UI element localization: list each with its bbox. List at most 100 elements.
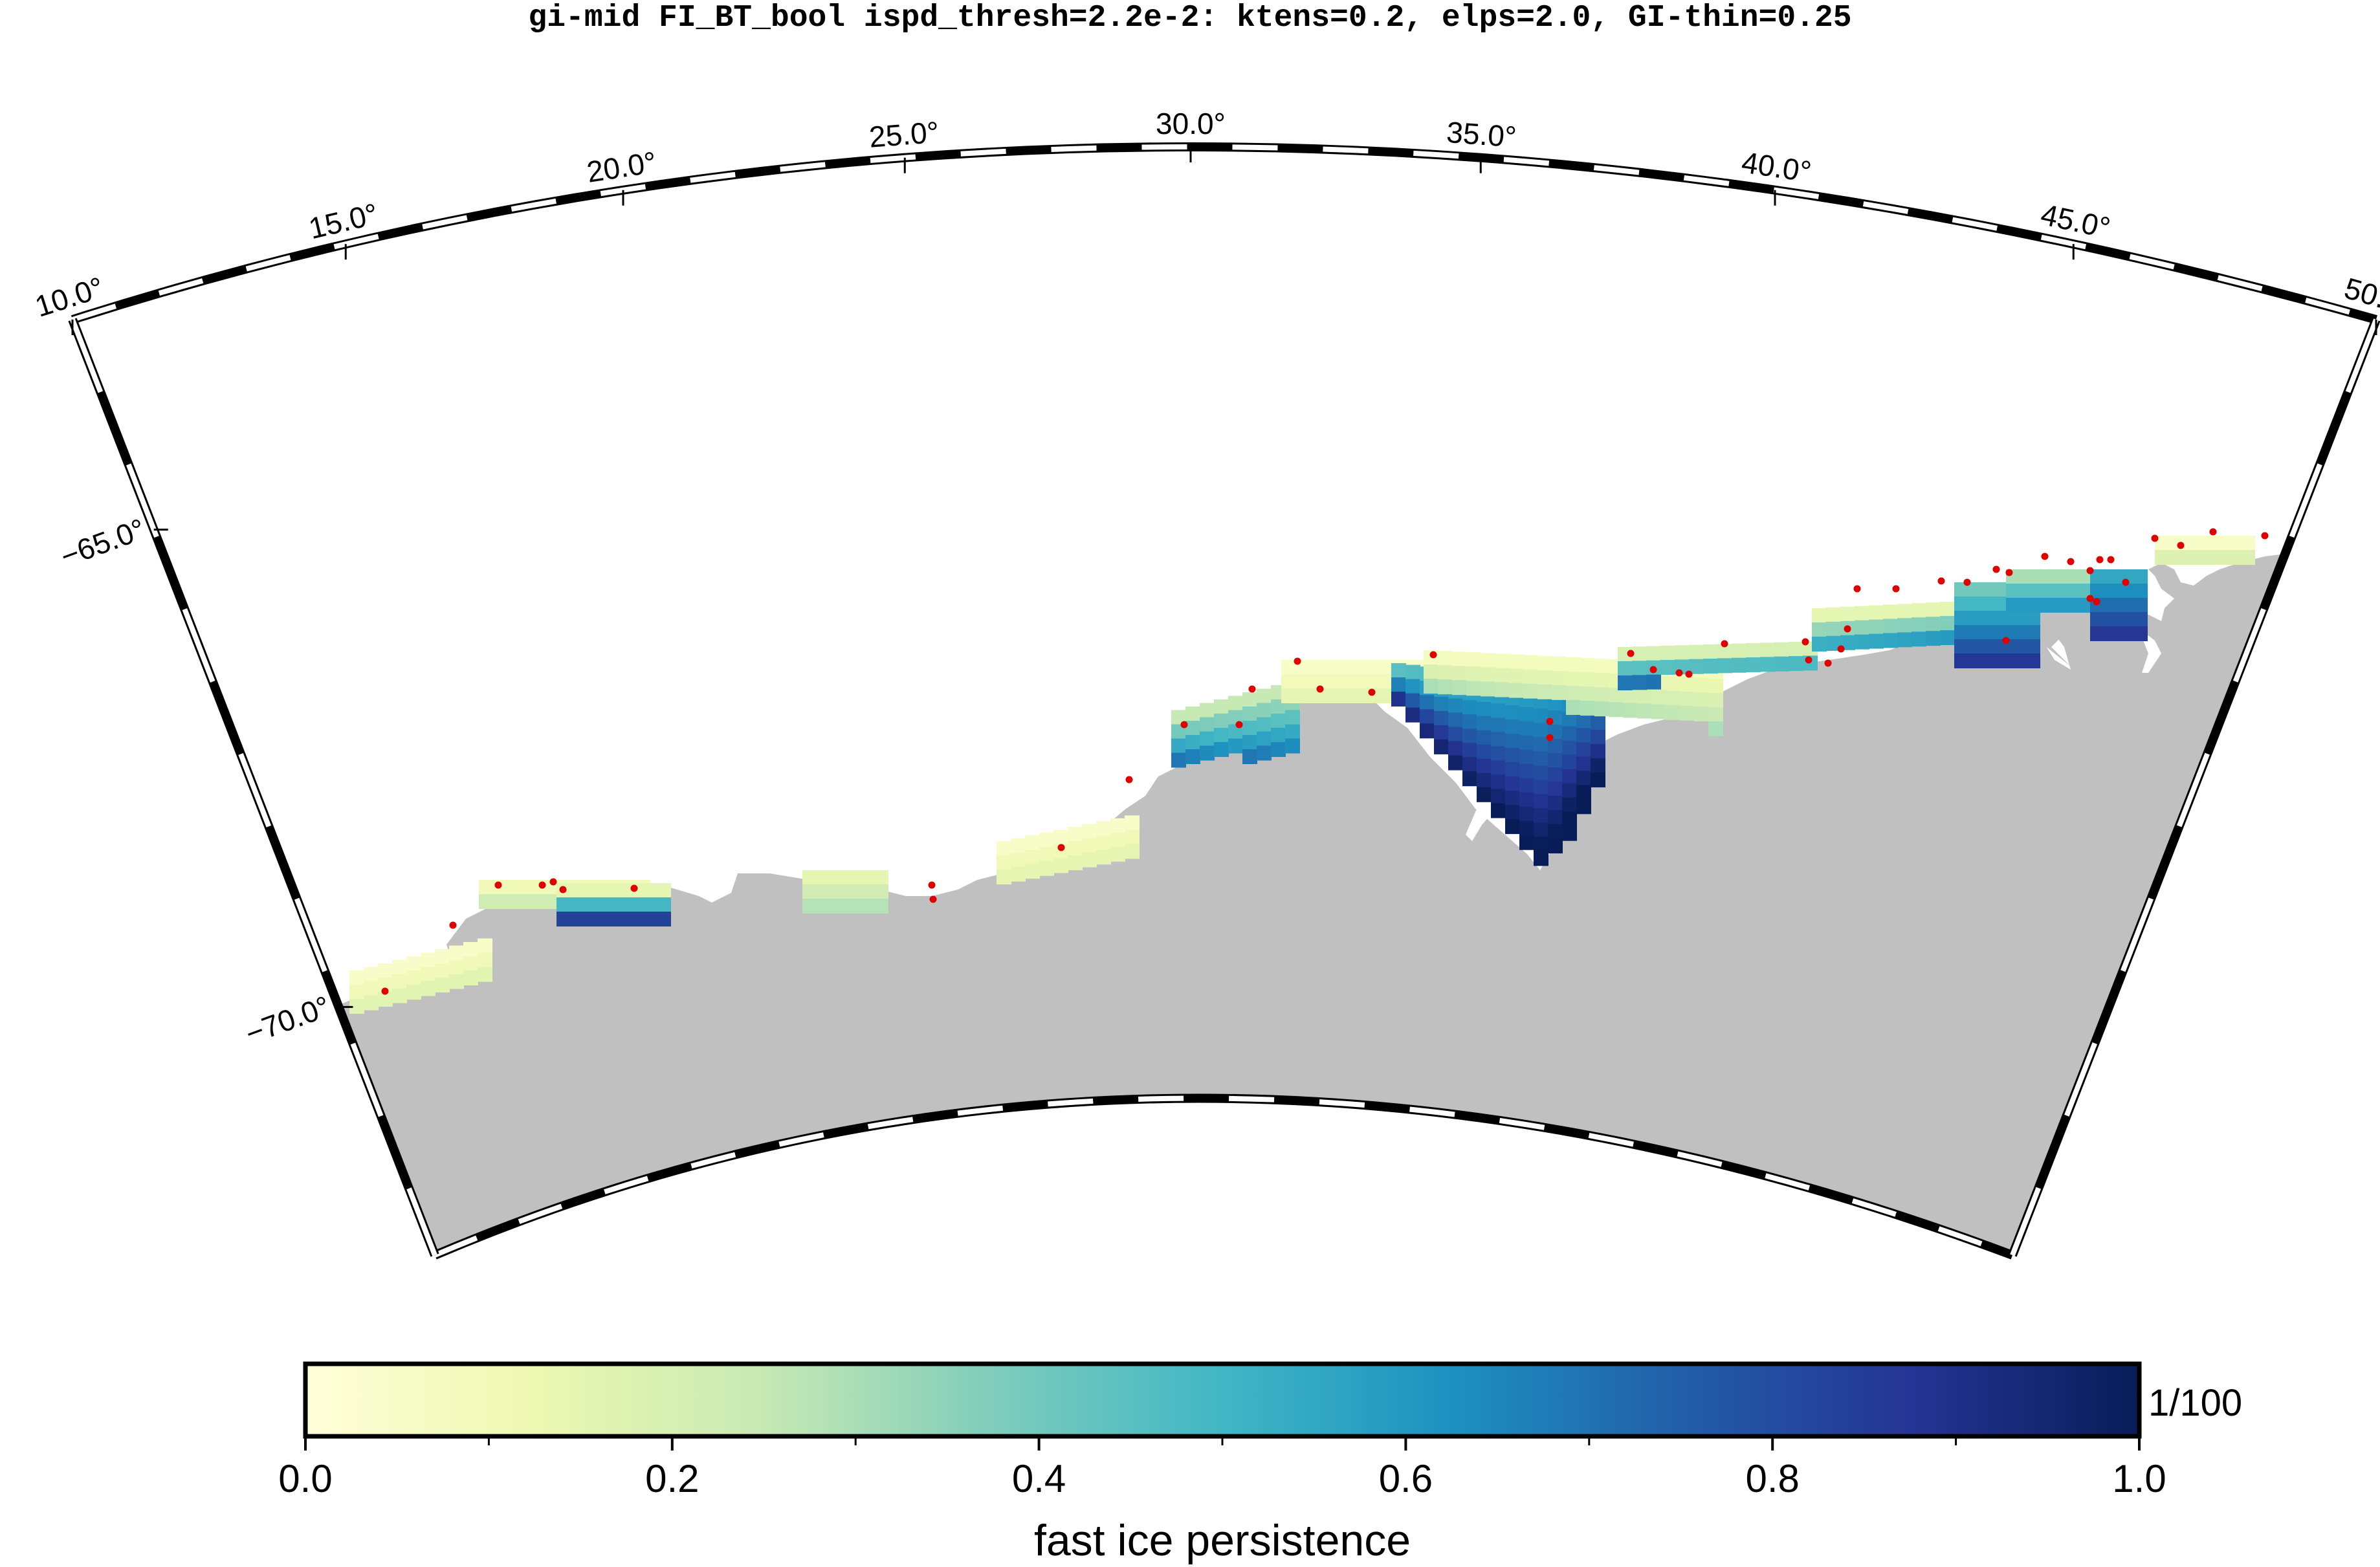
ice-cell [478, 938, 492, 954]
ice-cell [1495, 682, 1510, 697]
ice-cell [1897, 632, 1912, 648]
ice-cell [1840, 606, 1855, 622]
ice-cell [1746, 657, 1761, 673]
ice-cell [1826, 621, 1841, 637]
ice-cell [571, 883, 586, 898]
ice-cell [1562, 826, 1577, 841]
ice-cell [1912, 617, 1926, 633]
ice-cell [1548, 739, 1563, 754]
ice-cell [1576, 799, 1591, 815]
ice-cell [859, 884, 874, 899]
ice-cell [1534, 794, 1548, 809]
ice-cell [1039, 860, 1054, 876]
ice-cell [1477, 716, 1492, 731]
ice-cell [831, 884, 846, 899]
ice-cell [1214, 699, 1229, 714]
ice-cell [1548, 782, 1563, 797]
ice-cell [1420, 695, 1435, 710]
ice-cell [1534, 737, 1548, 752]
colorbar-tick-label: 0.6 [1379, 1457, 1433, 1500]
longitude-label: 35.0° [1446, 115, 1517, 154]
ice-cell [1897, 604, 1912, 619]
ice-cell [1746, 643, 1761, 659]
ice-cell [2183, 536, 2198, 551]
ice-cell [1110, 832, 1125, 848]
ice-cell [1082, 852, 1097, 868]
ice-cell [2063, 569, 2078, 584]
ice-cell [1594, 701, 1609, 717]
ice-cell [1983, 639, 1998, 654]
ice-cell [1519, 749, 1534, 765]
ice-cell [2133, 598, 2148, 613]
ice-cell [1666, 690, 1680, 706]
ice-cell [1826, 607, 1841, 622]
ice-cell [1452, 666, 1467, 681]
ice-cell [1477, 701, 1492, 717]
ice-cell [1420, 709, 1435, 725]
ice-cell [1025, 849, 1040, 865]
ice-cell [507, 894, 522, 909]
ice-cell [585, 912, 600, 926]
ice-cell [1537, 684, 1552, 699]
ice-cell [1789, 656, 1803, 672]
ice-cell [435, 949, 450, 964]
ice-cell [1519, 763, 1534, 779]
grounded-iceberg-marker [1649, 666, 1657, 674]
ice-cell [1505, 805, 1520, 820]
ice-cell [1271, 714, 1286, 729]
grounded-iceberg-marker [1685, 670, 1693, 678]
ice-cell [1548, 810, 1563, 826]
ice-cell [2011, 639, 2026, 654]
ice-cell [1618, 675, 1633, 690]
ice-cell [859, 899, 874, 914]
ice-cell [2090, 569, 2105, 584]
ice-cell [1997, 611, 2012, 626]
ice-cell [1760, 657, 1775, 672]
grounded-iceberg-marker [1805, 656, 1813, 664]
ice-cell [1367, 660, 1382, 675]
ice-cell [1405, 693, 1420, 708]
ice-cell [1352, 660, 1367, 675]
ice-cell [599, 883, 614, 898]
ice-cell [463, 956, 478, 971]
ice-cell [1703, 644, 1718, 660]
ice-cell [1609, 702, 1624, 718]
ice-cell [2011, 653, 2026, 668]
ice-cell [1576, 742, 1591, 758]
ice-cell [479, 894, 494, 909]
ice-cell [1954, 625, 1969, 640]
ice-cell [478, 952, 492, 968]
ice-cell [1552, 670, 1567, 686]
ice-cell [1462, 729, 1477, 744]
ice-cell [449, 945, 464, 961]
ice-cell [1660, 660, 1675, 675]
ice-cell [1591, 715, 1605, 730]
ice-cell [997, 855, 1011, 870]
ice-cell [1110, 846, 1125, 862]
ice-cell [1505, 734, 1520, 749]
ice-cell [1271, 728, 1286, 743]
ice-cell [585, 897, 600, 912]
ice-cell [2133, 626, 2148, 641]
ice-cell [1580, 701, 1595, 716]
ice-cell [1481, 681, 1495, 697]
ice-cell [613, 883, 628, 898]
ice-cell [1968, 611, 1983, 626]
ice-cell [1242, 721, 1257, 736]
ice-cell [1405, 664, 1420, 680]
ice-cell [1424, 664, 1438, 679]
ice-cell [1448, 755, 1463, 771]
ice-cell [1548, 767, 1563, 783]
ice-cell [1505, 719, 1520, 735]
ice-cell [1509, 654, 1524, 670]
ice-cell [1462, 700, 1477, 716]
ice-cell [1519, 820, 1534, 836]
ice-cell [1651, 690, 1666, 705]
colorbar-tick-label: 0.0 [278, 1457, 332, 1500]
ice-cell [1940, 630, 1955, 646]
ice-cell [2034, 569, 2049, 584]
ice-cell [1477, 730, 1492, 745]
ice-cell [406, 985, 421, 1000]
ice-cell [802, 899, 817, 914]
ice-cell [1324, 660, 1339, 675]
